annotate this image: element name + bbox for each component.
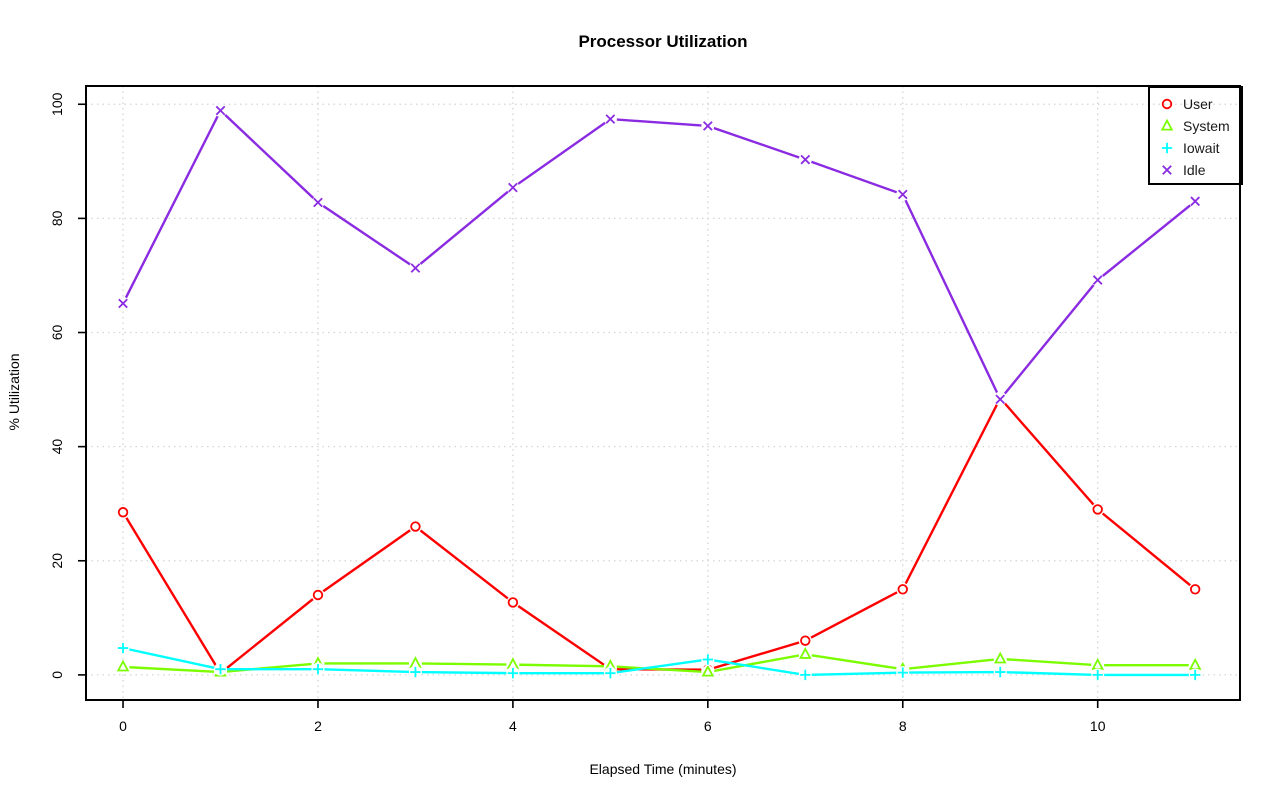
x-axis-label: Elapsed Time (minutes) — [589, 761, 737, 777]
chart-title: Processor Utilization — [578, 32, 748, 51]
svg-text:80: 80 — [49, 210, 65, 226]
svg-text:6: 6 — [704, 718, 712, 734]
plus-marker-icon — [1161, 142, 1173, 154]
legend-label: User — [1183, 96, 1213, 112]
svg-text:4: 4 — [509, 718, 517, 734]
y-axis-label: % Utilization — [6, 353, 22, 431]
legend-label: Idle — [1183, 162, 1206, 178]
legend-item-user: User — [1159, 93, 1241, 115]
legend-label: System — [1183, 118, 1230, 134]
svg-text:2: 2 — [314, 718, 322, 734]
legend-label: Iowait — [1183, 140, 1220, 156]
legend: User System Iowait Idle — [1148, 86, 1243, 185]
x-marker-icon — [1162, 165, 1172, 175]
legend-item-iowait: Iowait — [1159, 137, 1241, 159]
svg-text:20: 20 — [49, 553, 65, 569]
circle-marker-icon — [1161, 98, 1173, 110]
legend-item-system: System — [1159, 115, 1241, 137]
svg-text:0: 0 — [119, 718, 127, 734]
svg-text:0: 0 — [49, 671, 65, 679]
svg-text:10: 10 — [1090, 718, 1106, 734]
legend-item-idle: Idle — [1159, 159, 1241, 181]
svg-text:60: 60 — [49, 325, 65, 341]
svg-text:100: 100 — [49, 92, 65, 116]
triangle-marker-icon — [1160, 118, 1174, 131]
svg-text:8: 8 — [899, 718, 907, 734]
svg-text:40: 40 — [49, 439, 65, 455]
